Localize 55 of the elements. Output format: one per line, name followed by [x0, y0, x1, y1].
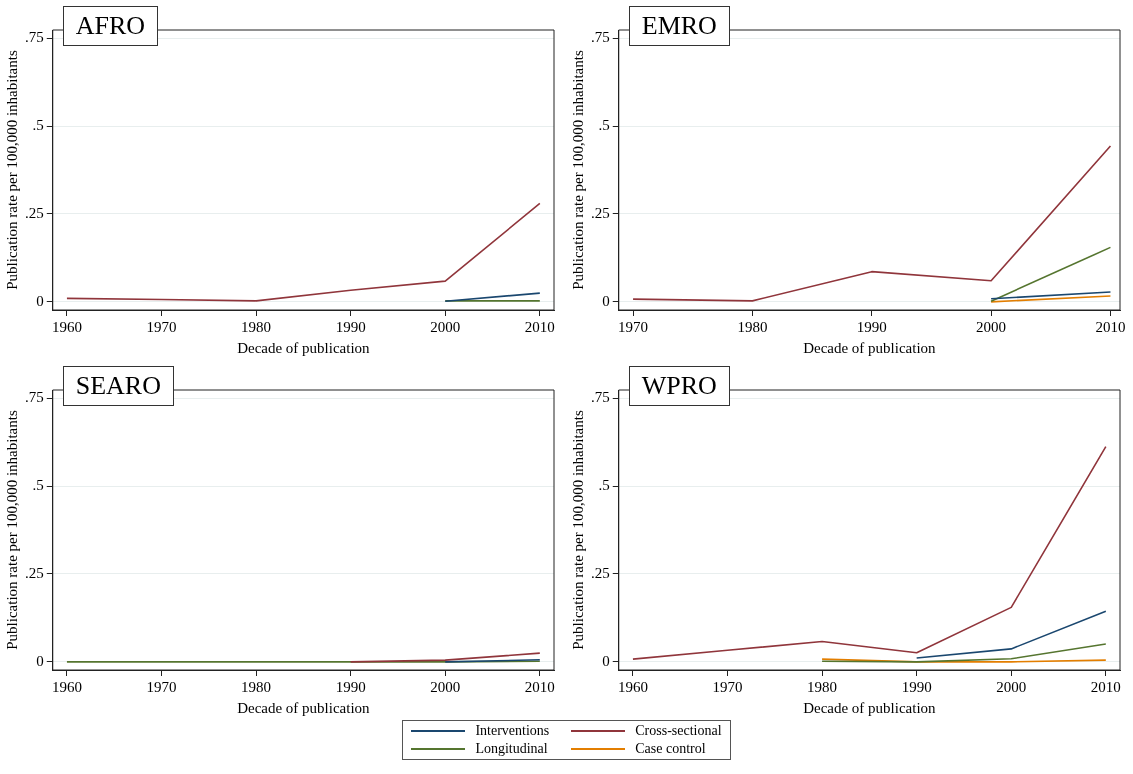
- x-tick-label: 2010: [524, 678, 555, 695]
- y-tick-label: .75: [591, 389, 610, 406]
- y-axis-title: Publication rate per 100,000 inhabitants: [3, 50, 20, 290]
- y-tick-label: .25: [25, 204, 44, 221]
- y-tick-label: .5: [598, 116, 610, 133]
- y-tick-label: .25: [591, 564, 610, 581]
- x-tick-label: 2000: [996, 678, 1027, 695]
- y-axis-title: Publication rate per 100,000 inhabitants: [3, 410, 20, 650]
- x-tick-label: 1970: [712, 678, 743, 695]
- x-axis-title: Decade of publication: [803, 699, 937, 716]
- x-tick-label: 1960: [51, 678, 82, 695]
- y-tick-label: .25: [591, 204, 610, 221]
- x-tick-label: 1970: [146, 318, 177, 335]
- y-tick-label: .25: [25, 564, 44, 581]
- x-tick-label: 2010: [1095, 318, 1126, 335]
- y-axis-title: Publication rate per 100,000 inhabitants: [569, 50, 586, 290]
- x-tick-label: 1960: [617, 678, 648, 695]
- x-axis-title: Decade of publication: [237, 699, 371, 716]
- x-tick-label: 2000: [976, 318, 1007, 335]
- x-tick-label: 1980: [241, 318, 272, 335]
- x-tick-label: 2010: [524, 318, 555, 335]
- x-tick-label: 1980: [807, 678, 838, 695]
- chart-title: AFRO: [62, 6, 159, 46]
- x-tick-label: 2000: [430, 678, 461, 695]
- x-tick-label: 1990: [335, 318, 366, 335]
- x-tick-label: 1980: [241, 678, 272, 695]
- y-tick-label: 0: [602, 292, 610, 309]
- y-tick-label: .5: [598, 476, 610, 493]
- chart-title: WPRO: [628, 366, 730, 406]
- chart-title: SEARO: [62, 366, 174, 406]
- legend-label: Cross-sectional: [635, 723, 722, 739]
- x-tick-label: 1970: [146, 678, 177, 695]
- y-tick-label: .75: [25, 389, 44, 406]
- x-tick-label: 1980: [737, 318, 768, 335]
- y-tick-label: 0: [602, 652, 610, 669]
- x-tick-label: 1960: [51, 318, 82, 335]
- y-tick-label: .75: [25, 29, 44, 46]
- x-tick-label: 2010: [1090, 678, 1121, 695]
- x-axis-title: Decade of publication: [237, 339, 371, 356]
- x-tick-label: 2000: [430, 318, 461, 335]
- x-axis-title: Decade of publication: [803, 339, 937, 356]
- y-tick-label: .75: [591, 29, 610, 46]
- x-tick-label: 1990: [901, 678, 932, 695]
- x-tick-label: 1990: [856, 318, 887, 335]
- chart-title: EMRO: [628, 6, 730, 46]
- legend-label: Case control: [635, 741, 706, 757]
- y-tick-label: 0: [36, 292, 44, 309]
- legend-label: Interventions: [475, 723, 550, 739]
- y-axis-title: Publication rate per 100,000 inhabitants: [569, 410, 586, 650]
- x-tick-label: 1970: [618, 318, 649, 335]
- y-tick-label: 0: [36, 652, 44, 669]
- legend-label: Longitudinal: [475, 741, 548, 757]
- y-tick-label: .5: [32, 116, 44, 133]
- y-tick-label: .5: [32, 476, 44, 493]
- x-tick-label: 1990: [335, 678, 366, 695]
